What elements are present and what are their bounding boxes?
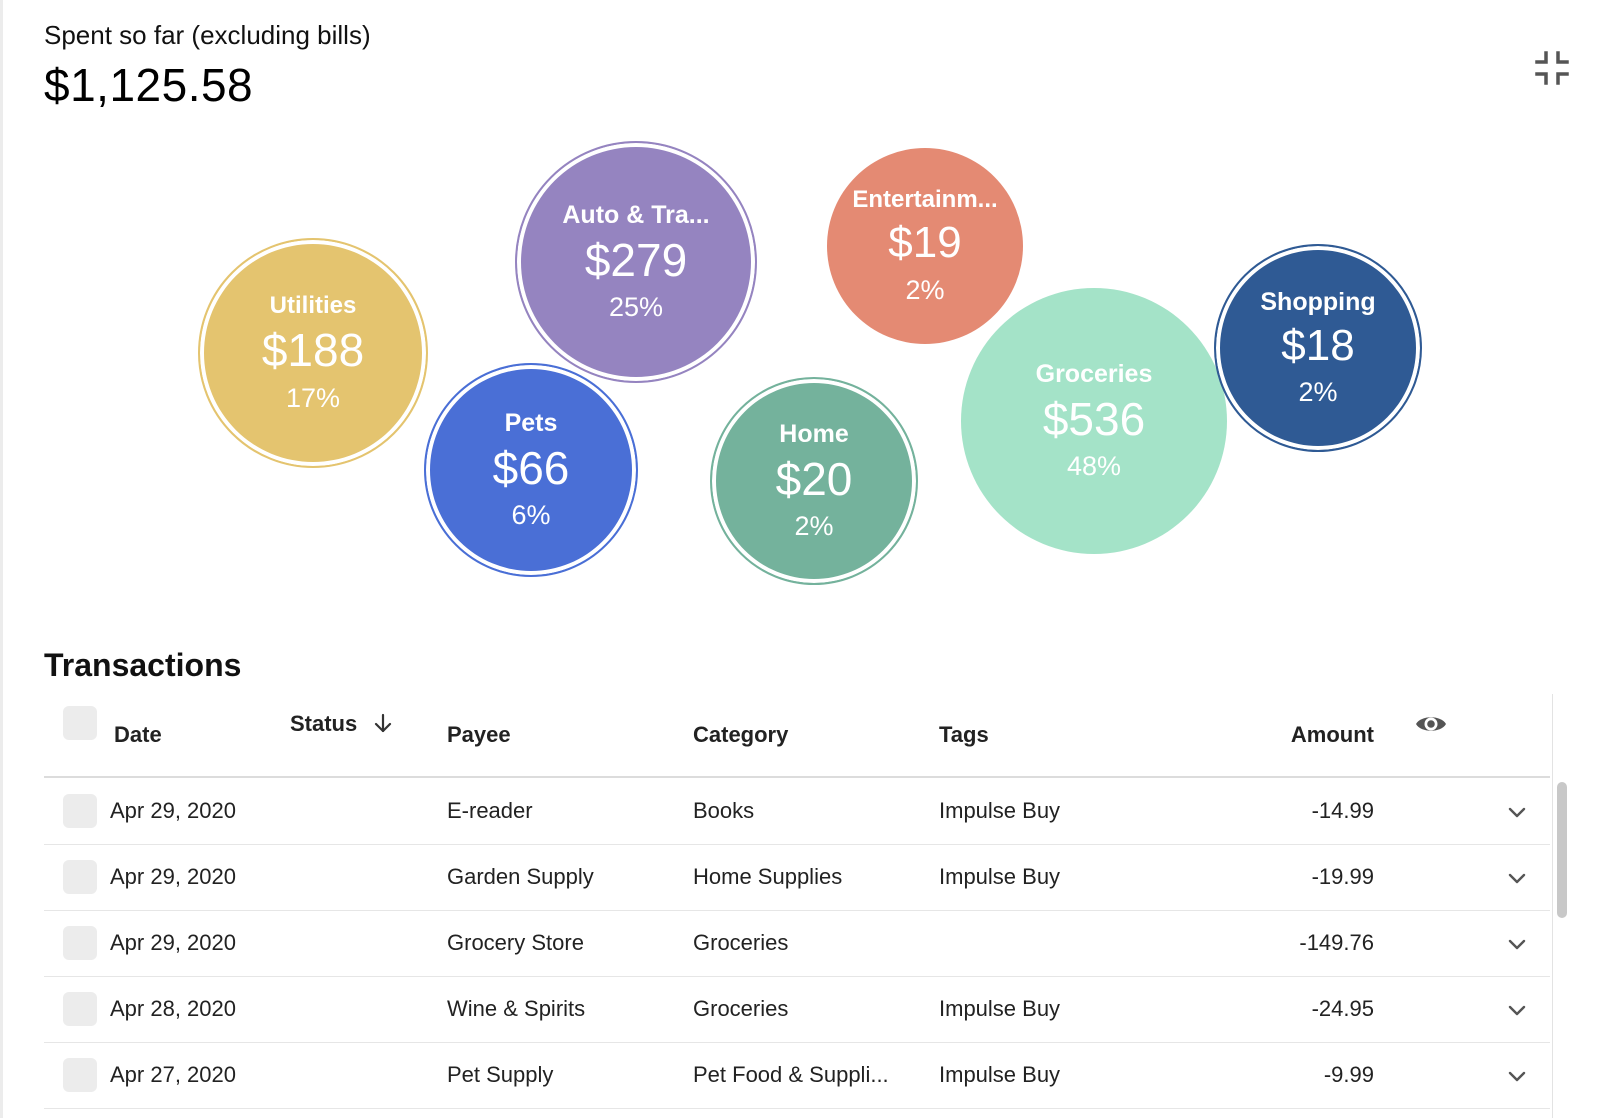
bubble-percent: 2% xyxy=(905,274,945,305)
category-bubble[interactable]: Utilities $188 17% xyxy=(198,238,428,468)
table-row[interactable]: Apr 29, 2020 Grocery Store Groceries -149.7… xyxy=(44,910,1550,977)
cell-category: Groceries xyxy=(693,996,789,1021)
category-bubble[interactable]: Pets $66 6% xyxy=(424,363,638,577)
collapse-icon xyxy=(1535,51,1569,85)
table-header: Date Status Payee Category Tags Amount xyxy=(44,694,1550,778)
cell-category: Books xyxy=(693,798,755,823)
column-header-status-label: Status xyxy=(290,711,358,736)
transactions-table: Date Status Payee Category Tags Amount A… xyxy=(44,694,1550,1118)
spent-total: $1,125.58 xyxy=(44,59,254,111)
cell-payee: Pet Supply xyxy=(447,1062,554,1087)
column-visibility-button[interactable] xyxy=(1414,710,1448,738)
cell-tags: Impulse Buy xyxy=(939,864,1061,889)
category-bubble[interactable]: Auto & Tra... $279 25% xyxy=(515,141,757,383)
select-all-checkbox[interactable] xyxy=(63,706,97,740)
row-expand-button[interactable] xyxy=(1506,802,1528,822)
row-checkbox[interactable] xyxy=(63,1058,97,1092)
column-header-date[interactable]: Date xyxy=(114,722,162,747)
cell-payee: E-reader xyxy=(447,798,533,823)
bubble-percent: 2% xyxy=(794,511,834,542)
bubble-amount: $66 xyxy=(492,441,570,494)
category-bubble[interactable]: Shopping $18 2% xyxy=(1214,244,1422,452)
column-header-amount[interactable]: Amount xyxy=(1290,722,1374,747)
spent-label: Spent so far (excluding bills) xyxy=(44,20,371,50)
row-checkbox[interactable] xyxy=(63,794,97,828)
column-header-tags[interactable]: Tags xyxy=(939,722,989,747)
bubble-category-name: Home xyxy=(779,419,849,448)
header-divider xyxy=(44,776,1550,778)
cell-tags: Impulse Buy xyxy=(939,996,1061,1021)
category-bubble[interactable]: Entertainm... $19 2% xyxy=(827,148,1023,344)
eye-icon xyxy=(1416,717,1446,731)
row-expand-button[interactable] xyxy=(1506,868,1528,888)
bubble-category-name: Entertainm... xyxy=(852,186,998,214)
column-header-status[interactable]: Status xyxy=(290,711,393,737)
bubble-percent: 2% xyxy=(1298,377,1338,408)
bubble-category-name: Pets xyxy=(504,408,558,437)
cell-amount: -14.99 xyxy=(1311,798,1374,823)
cell-date: Apr 28, 2020 xyxy=(110,996,236,1021)
cell-category: Home Supplies xyxy=(693,864,843,889)
bubble-amount: $18 xyxy=(1281,320,1355,370)
table-row[interactable]: Apr 29, 2020 E-reader Books Impulse Buy -14.… xyxy=(44,778,1550,845)
cell-category: Pet Food & Suppli... xyxy=(693,1062,889,1087)
bubble-percent: 6% xyxy=(511,500,551,531)
row-expand-button[interactable] xyxy=(1506,1000,1528,1020)
cell-amount: -24.95 xyxy=(1311,996,1374,1021)
scrollbar-thumb[interactable] xyxy=(1557,782,1567,918)
chevron-down-icon xyxy=(1508,939,1526,950)
panel-edge xyxy=(0,0,3,1118)
bubble-amount: $188 xyxy=(261,324,365,377)
bubble-percent: 17% xyxy=(285,382,341,413)
table-row[interactable]: Apr 29, 2020 Garden Supply Home Supplies Im… xyxy=(44,844,1550,911)
bubble-percent: 25% xyxy=(608,292,664,323)
cell-date: Apr 27, 2020 xyxy=(110,1062,236,1087)
bubble-amount: $536 xyxy=(1042,392,1146,445)
row-expand-button[interactable] xyxy=(1506,1066,1528,1086)
cell-date: Apr 29, 2020 xyxy=(110,864,236,889)
table-row[interactable]: Apr 27, 2020 Pet Supply Pet Food & Suppli.… xyxy=(44,1042,1550,1109)
bubble-amount: $20 xyxy=(775,452,853,505)
collapse-button[interactable] xyxy=(1534,50,1570,86)
bubble-amount: $19 xyxy=(888,218,962,268)
bubble-category-name: Auto & Tra... xyxy=(562,200,710,229)
bubble-amount: $279 xyxy=(584,233,688,286)
bubble-percent: 48% xyxy=(1066,451,1122,482)
cell-tags: Impulse Buy xyxy=(939,798,1061,823)
cell-tags: Impulse Buy xyxy=(939,1062,1061,1087)
row-checkbox[interactable] xyxy=(63,992,97,1026)
column-header-category[interactable]: Category xyxy=(693,722,789,747)
cell-payee: Garden Supply xyxy=(447,864,594,889)
table-row[interactable]: Apr 28, 2020 Wine & Spirits Groceries Impul… xyxy=(44,976,1550,1043)
category-bubble[interactable]: Groceries $536 48% xyxy=(961,288,1227,554)
chevron-down-icon xyxy=(1508,873,1526,884)
bubble-category-name: Shopping xyxy=(1260,287,1376,316)
cell-date: Apr 29, 2020 xyxy=(110,798,236,823)
cell-payee: Grocery Store xyxy=(447,930,584,955)
cell-category: Groceries xyxy=(693,930,789,955)
cell-date: Apr 29, 2020 xyxy=(110,930,236,955)
transactions-title: Transactions xyxy=(44,647,242,683)
cell-amount: -149.76 xyxy=(1299,930,1374,955)
chevron-down-icon xyxy=(1508,1071,1526,1082)
chevron-down-icon xyxy=(1508,1005,1526,1016)
bubble-category-name: Groceries xyxy=(1035,359,1153,388)
cell-payee: Wine & Spirits xyxy=(447,996,586,1021)
bubble-category-name: Utilities xyxy=(269,292,357,320)
row-checkbox[interactable] xyxy=(63,860,97,894)
category-bubble[interactable]: Home $20 2% xyxy=(710,377,918,585)
row-expand-button[interactable] xyxy=(1506,934,1528,954)
cell-amount: -19.99 xyxy=(1311,864,1374,889)
column-header-payee[interactable]: Payee xyxy=(447,722,511,747)
arrow-down-icon xyxy=(375,713,392,733)
cell-amount: -9.99 xyxy=(1323,1062,1374,1087)
chevron-down-icon xyxy=(1508,807,1526,818)
row-checkbox[interactable] xyxy=(63,926,97,960)
